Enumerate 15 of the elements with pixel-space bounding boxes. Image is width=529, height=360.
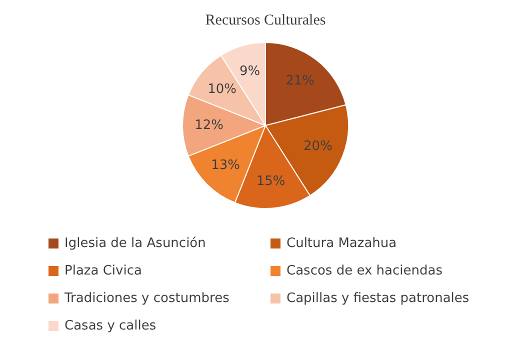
- data-label: 21%: [286, 73, 315, 88]
- data-label: 13%: [211, 158, 240, 173]
- chart-title: Recursos Culturales: [205, 12, 326, 28]
- legend-label: Tradiciones y costumbres: [64, 291, 230, 306]
- legend-label: Iglesia de la Asunción: [64, 236, 206, 251]
- data-label: 12%: [194, 118, 224, 133]
- legend-label: Plaza Civica: [64, 264, 142, 278]
- legend-label: Casas y calles: [64, 318, 156, 334]
- data-label: 9%: [239, 64, 260, 79]
- data-label: 20%: [304, 138, 332, 154]
- data-label: 10%: [208, 82, 236, 98]
- legend-label: Cultura Mazahua: [286, 236, 397, 251]
- legend-label: Capillas y fiestas patronales: [286, 291, 470, 306]
- data-label: 15%: [256, 174, 286, 190]
- legend-label: Cascos de ex haciendas: [286, 264, 443, 278]
